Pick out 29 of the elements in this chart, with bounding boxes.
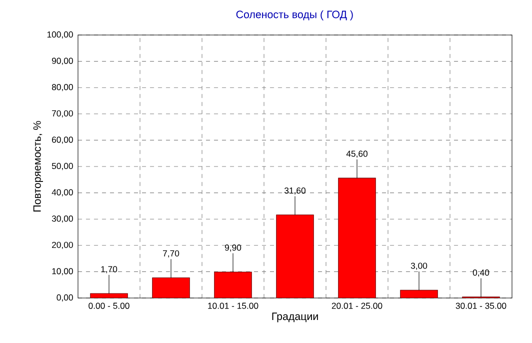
y-tick-label: 60,00 (52, 136, 73, 144)
bar (214, 272, 252, 298)
x-tick-label: 30.01 - 35.00 (456, 302, 506, 309)
x-tick-label: 0.00 - 5.00 (88, 302, 130, 309)
y-tick-label: 10,00 (52, 268, 73, 276)
x-tick-label: 20.01 - 25.00 (332, 302, 382, 309)
data-label: 0,40 (472, 270, 490, 277)
y-tick-label: 100,00 (47, 31, 73, 39)
x-axis-title: Градации (272, 312, 318, 322)
data-label: 1,70 (101, 266, 118, 274)
y-tick-label: 70,00 (52, 110, 73, 118)
data-label: 3,00 (410, 262, 428, 270)
y-axis-title: Повторяемость, % (33, 121, 43, 212)
y-tick-label: 30,00 (52, 216, 73, 223)
data-label: 31,60 (284, 187, 306, 195)
bar (276, 214, 314, 298)
data-label: 9,90 (224, 244, 242, 252)
y-tick-label: 20,00 (52, 242, 73, 249)
chart-title: Соленость воды ( ГОД ) (236, 10, 353, 20)
data-label: 45,60 (346, 150, 368, 158)
y-tick-label: 0,00 (56, 294, 73, 302)
data-label: 7,70 (163, 250, 180, 258)
y-tick-label: 90,00 (52, 58, 73, 65)
y-tick-label: 50,00 (52, 162, 73, 170)
y-tick-label: 80,00 (52, 84, 73, 92)
x-tick-label: 10.01 - 15.00 (208, 302, 258, 309)
y-tick-label: 40,00 (52, 189, 73, 196)
bar (152, 277, 190, 298)
bar (338, 178, 376, 298)
